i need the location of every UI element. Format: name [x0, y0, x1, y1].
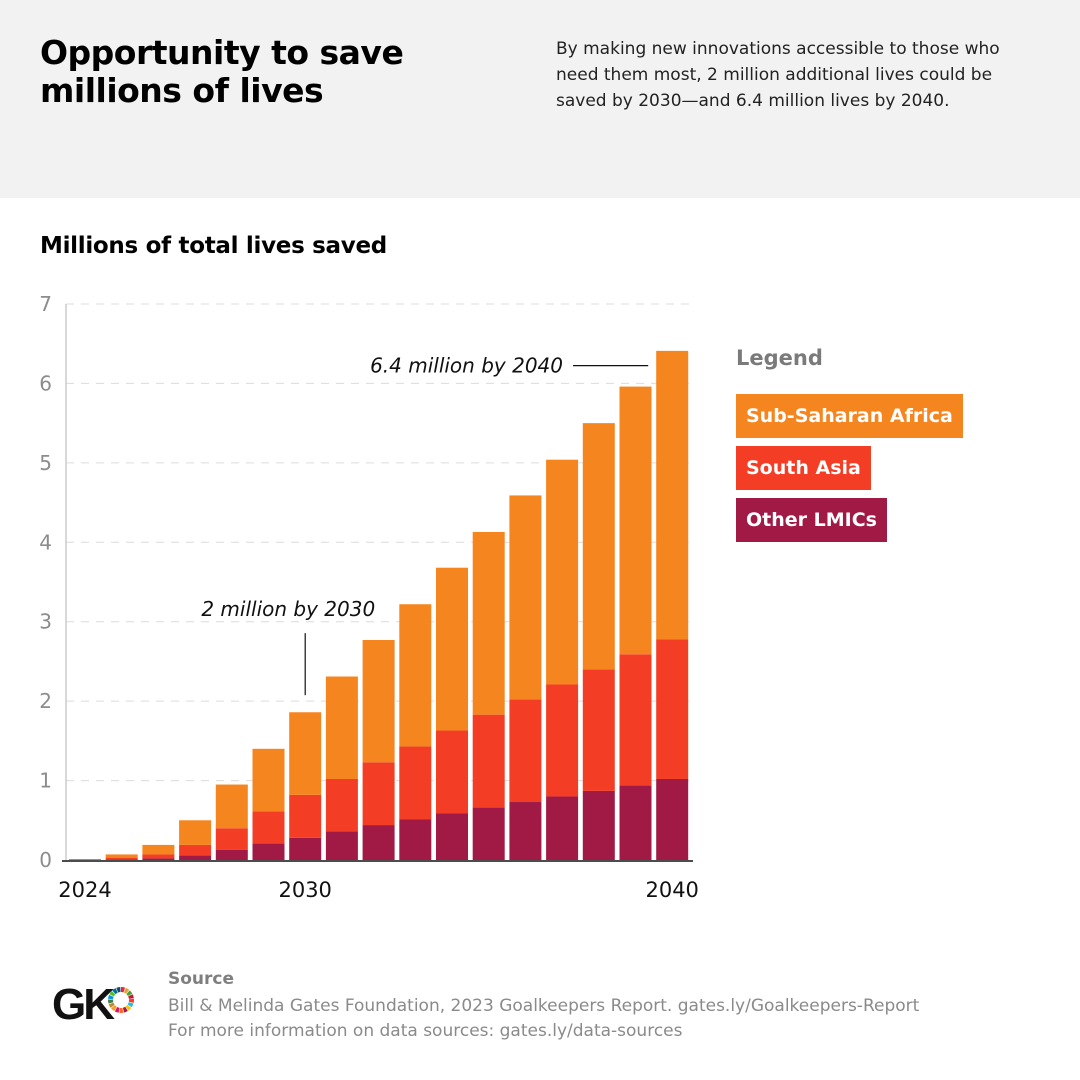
bar-segment-sub-saharan-africa-2035 — [472, 531, 505, 715]
bar-segment-south-asia-2036 — [509, 699, 542, 803]
bar-segment-other-lmics-2039 — [619, 785, 652, 860]
bar-segment-other-lmics-2029 — [252, 843, 285, 860]
logo-ring-segment — [109, 990, 116, 997]
logo-ring-segment — [112, 988, 118, 995]
bar-segment-other-lmics-2038 — [582, 790, 615, 860]
bar-segment-sub-saharan-africa-2024 — [69, 859, 101, 860]
logo-ring-segment — [127, 1002, 134, 1008]
bar-segment-other-lmics-2037 — [546, 796, 579, 860]
logo-ring-segment — [123, 987, 130, 994]
sdg-wheel-icon — [108, 987, 134, 1013]
bar-segment-other-lmics-2026 — [142, 858, 175, 860]
legend-item-sub-saharan-africa: Sub-Saharan Africa — [736, 394, 963, 438]
bar-segment-south-asia-2037 — [546, 684, 579, 797]
bar-segment-south-asia-2025 — [105, 857, 138, 860]
bar-segment-south-asia-2028 — [215, 828, 248, 850]
bar-segment-sub-saharan-africa-2025 — [105, 854, 138, 858]
y-tick-label: 7 — [39, 292, 52, 316]
header-panel — [0, 0, 1080, 198]
logo-text: GK — [52, 980, 115, 1026]
logo-ring-segment — [128, 994, 134, 999]
legend-item-other-lmics: Other LMICs — [736, 498, 887, 542]
bar-segment-sub-saharan-africa-2033 — [399, 604, 432, 747]
page-description: By making new innovations accessible to … — [556, 39, 1000, 111]
legend-title: Legend — [736, 346, 823, 370]
bar-segment-other-lmics-2035 — [472, 807, 505, 860]
logo-ring-segment — [125, 1004, 132, 1011]
goalkeepers-logo: GK — [52, 980, 134, 1026]
source-citation: Bill & Melinda Gates Foundation, 2023 Go… — [168, 996, 920, 1016]
bar-segment-south-asia-2027 — [179, 844, 212, 856]
y-tick-label: 3 — [39, 610, 52, 634]
logo-ring-segment — [120, 987, 126, 993]
bar-segment-other-lmics-2027 — [179, 855, 212, 860]
bar-segment-sub-saharan-africa-2032 — [362, 639, 395, 763]
source-data-link: For more information on data sources: ga… — [168, 1021, 683, 1041]
logo-ring-segment — [116, 987, 121, 993]
y-tick-label: 0 — [39, 848, 52, 872]
bar-segment-sub-saharan-africa-2030 — [289, 712, 322, 795]
bar-segment-sub-saharan-africa-2034 — [436, 567, 468, 731]
bar-segment-south-asia-2033 — [399, 746, 432, 820]
bar-segment-south-asia-2040 — [656, 639, 689, 779]
bar-segment-sub-saharan-africa-2029 — [252, 748, 285, 812]
bar-segment-sub-saharan-africa-2039 — [619, 386, 652, 655]
annotation-2040-label: 6.4 million by 2040 — [370, 354, 563, 378]
bar-segment-other-lmics-2033 — [399, 819, 432, 860]
bar-segment-sub-saharan-africa-2031 — [325, 676, 358, 779]
source-title: Source — [168, 969, 235, 989]
bar-segment-sub-saharan-africa-2040 — [656, 350, 689, 640]
bar-segment-other-lmics-2040 — [656, 778, 689, 860]
page-title: Opportunity to save millions of lives — [40, 33, 404, 110]
bar-segment-sub-saharan-africa-2027 — [179, 820, 212, 845]
bar-segment-sub-saharan-africa-2026 — [142, 844, 175, 855]
chart-title: Millions of total lives saved — [40, 233, 387, 259]
bar-segment-south-asia-2032 — [362, 762, 395, 826]
logo-ring-segment — [114, 1006, 120, 1013]
y-tick-label: 5 — [39, 451, 52, 475]
logo-ring-segment — [108, 1002, 115, 1008]
logo-ring-segment — [108, 994, 114, 1000]
bar-segment-south-asia-2029 — [252, 811, 285, 844]
x-tick-label-2040: 2040 — [645, 878, 698, 902]
bar-segment-south-asia-2039 — [619, 654, 652, 786]
bar-segment-south-asia-2034 — [436, 730, 468, 814]
bar-segment-sub-saharan-africa-2037 — [546, 459, 579, 685]
bar-segment-sub-saharan-africa-2036 — [509, 495, 542, 700]
logo-ring-segment — [111, 1005, 117, 1012]
bar-segment-other-lmics-2031 — [325, 831, 358, 860]
bar-segment-south-asia-2031 — [325, 778, 358, 832]
y-tick-label: 4 — [39, 530, 52, 554]
bar-segment-other-lmics-2030 — [289, 837, 322, 860]
y-tick-label: 1 — [39, 769, 52, 793]
bar-segment-south-asia-2030 — [289, 794, 322, 838]
legend-item-south-asia: South Asia — [736, 446, 871, 490]
bar-segment-other-lmics-2028 — [215, 849, 248, 860]
logo-ring-segment — [122, 1006, 128, 1013]
x-tick-label-2024: 2024 — [58, 878, 111, 902]
bar-segment-south-asia-2035 — [472, 714, 505, 808]
bar-segment-other-lmics-2034 — [436, 813, 468, 860]
bar-segment-sub-saharan-africa-2028 — [215, 784, 248, 829]
annotation-2030-label: 2 million by 2030 — [201, 597, 375, 621]
logo-ring-segment — [126, 990, 133, 997]
x-tick-label-2030: 2030 — [278, 878, 331, 902]
bar-segment-other-lmics-2036 — [509, 802, 542, 860]
bar-segment-south-asia-2026 — [142, 854, 175, 859]
bar-segment-sub-saharan-africa-2038 — [582, 423, 615, 670]
y-tick-label: 6 — [39, 371, 52, 395]
y-tick-label: 2 — [39, 689, 52, 713]
bar-segment-south-asia-2038 — [582, 669, 615, 791]
bar-segment-other-lmics-2032 — [362, 825, 395, 860]
bar-segment-other-lmics-2025 — [105, 859, 138, 860]
